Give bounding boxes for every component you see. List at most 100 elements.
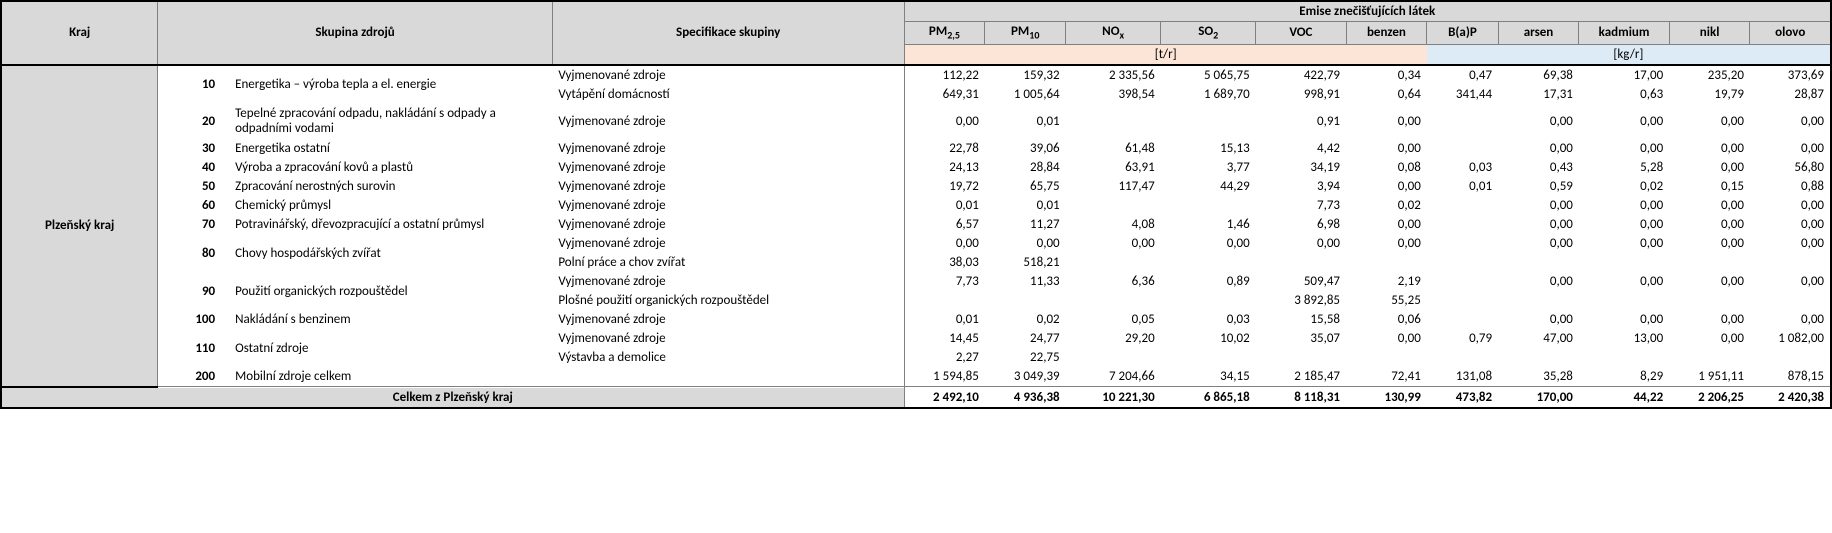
value-cell — [1066, 196, 1161, 215]
value-cell: 1 951,11 — [1669, 367, 1750, 387]
value-cell: 17,00 — [1579, 65, 1669, 85]
table-row: 40Výroba a zpracování kovů a plastůVyjme… — [1, 158, 1831, 177]
value-cell: 0,00 — [1579, 215, 1669, 235]
value-cell: 878,15 — [1750, 367, 1831, 387]
value-cell: 0,00 — [1579, 310, 1669, 329]
total-value: 2 492,10 — [904, 387, 985, 408]
value-cell: 0,47 — [1427, 65, 1498, 85]
value-cell — [985, 291, 1066, 310]
col-PM: PM2,5 — [904, 22, 985, 45]
value-cell: 649,31 — [904, 85, 985, 104]
value-cell: 0,08 — [1346, 158, 1427, 177]
value-cell — [1346, 348, 1427, 367]
spec-cell: Vyjmenované zdroje — [552, 177, 904, 196]
value-cell: 235,20 — [1669, 65, 1750, 85]
value-cell: 0,00 — [1669, 158, 1750, 177]
value-cell: 0,91 — [1256, 104, 1346, 139]
value-cell: 6,98 — [1256, 215, 1346, 235]
value-cell: 2,27 — [904, 348, 985, 367]
value-cell: 0,00 — [1669, 310, 1750, 329]
value-cell: 0,89 — [1161, 272, 1256, 291]
value-cell: 19,72 — [904, 177, 985, 196]
value-cell: 2,19 — [1346, 272, 1427, 291]
table-row: 30Energetika ostatníVyjmenované zdroje22… — [1, 139, 1831, 158]
value-cell: 3 892,85 — [1256, 291, 1346, 310]
value-cell: 3,94 — [1256, 177, 1346, 196]
col-nikl: nikl — [1669, 22, 1750, 45]
value-cell: 0,00 — [1669, 272, 1750, 291]
value-cell — [1161, 348, 1256, 367]
unit-tr: [t/r] — [904, 44, 1427, 65]
value-cell: 112,22 — [904, 65, 985, 85]
value-cell — [1066, 348, 1161, 367]
value-cell: 0,00 — [1579, 139, 1669, 158]
value-cell: 7,73 — [1256, 196, 1346, 215]
value-cell: 0,00 — [1161, 234, 1256, 253]
value-cell: 0,63 — [1579, 85, 1669, 104]
value-cell: 61,48 — [1066, 139, 1161, 158]
value-cell: 0,59 — [1498, 177, 1579, 196]
group-name: Výroba a zpracování kovů a plastů — [229, 158, 552, 177]
value-cell: 0,00 — [1498, 215, 1579, 235]
value-cell: 1 594,85 — [904, 367, 985, 387]
group-code: 80 — [158, 234, 229, 272]
group-code: 110 — [158, 329, 229, 367]
value-cell: 422,79 — [1256, 65, 1346, 85]
group-name: Energetika ostatní — [229, 139, 552, 158]
value-cell: 0,00 — [1669, 215, 1750, 235]
table-row: 100Nakládání s benzinemVyjmenované zdroj… — [1, 310, 1831, 329]
value-cell: 4,42 — [1256, 139, 1346, 158]
value-cell: 0,00 — [1669, 329, 1750, 348]
value-cell — [1498, 253, 1579, 272]
value-cell: 0,00 — [1498, 196, 1579, 215]
value-cell: 0,02 — [985, 310, 1066, 329]
value-cell: 15,58 — [1256, 310, 1346, 329]
group-code: 90 — [158, 272, 229, 310]
value-cell: 0,00 — [1066, 234, 1161, 253]
group-code: 70 — [158, 215, 229, 235]
spec-cell: Vyjmenované zdroje — [552, 104, 904, 139]
value-cell — [1579, 253, 1669, 272]
value-cell: 1 082,00 — [1750, 329, 1831, 348]
value-cell: 0,01 — [985, 104, 1066, 139]
value-cell — [1750, 348, 1831, 367]
value-cell: 15,13 — [1161, 139, 1256, 158]
value-cell — [1427, 310, 1498, 329]
value-cell — [1427, 234, 1498, 253]
value-cell: 63,91 — [1066, 158, 1161, 177]
value-cell — [1161, 104, 1256, 139]
value-cell: 7,73 — [904, 272, 985, 291]
value-cell: 998,91 — [1256, 85, 1346, 104]
value-cell: 0,00 — [1346, 177, 1427, 196]
value-cell: 0,00 — [1346, 234, 1427, 253]
value-cell — [1427, 253, 1498, 272]
col-olovo: olovo — [1750, 22, 1831, 45]
value-cell — [1669, 291, 1750, 310]
value-cell: 0,00 — [1498, 104, 1579, 139]
table-row: 60Chemický průmyslVyjmenované zdroje0,01… — [1, 196, 1831, 215]
value-cell: 0,15 — [1669, 177, 1750, 196]
group-code: 20 — [158, 104, 229, 139]
col-SO: SO2 — [1161, 22, 1256, 45]
col-spec: Specifikace skupiny — [552, 1, 904, 65]
value-cell: 39,06 — [985, 139, 1066, 158]
col-kadmium: kadmium — [1579, 22, 1669, 45]
value-cell — [1161, 253, 1256, 272]
value-cell — [1427, 291, 1498, 310]
col-benzen: benzen — [1346, 22, 1427, 45]
value-cell: 0,01 — [985, 196, 1066, 215]
table-row: 80Chovy hospodářských zvířatVyjmenované … — [1, 234, 1831, 253]
value-cell: 0,00 — [1498, 272, 1579, 291]
value-cell — [1427, 196, 1498, 215]
value-cell: 0,00 — [1579, 104, 1669, 139]
emissions-table: Kraj Skupina zdrojů Specifikace skupiny … — [0, 0, 1832, 409]
value-cell: 0,00 — [1750, 234, 1831, 253]
col-NO: NOx — [1066, 22, 1161, 45]
spec-cell: Vyjmenované zdroje — [552, 234, 904, 253]
value-cell: 0,00 — [1750, 215, 1831, 235]
value-cell: 373,69 — [1750, 65, 1831, 85]
table-row: 200Mobilní zdroje celkem1 594,853 049,39… — [1, 367, 1831, 387]
value-cell: 38,03 — [904, 253, 985, 272]
group-name: Potravinářský, dřevozpracující a ostatní… — [229, 215, 552, 235]
total-value: 130,99 — [1346, 387, 1427, 408]
